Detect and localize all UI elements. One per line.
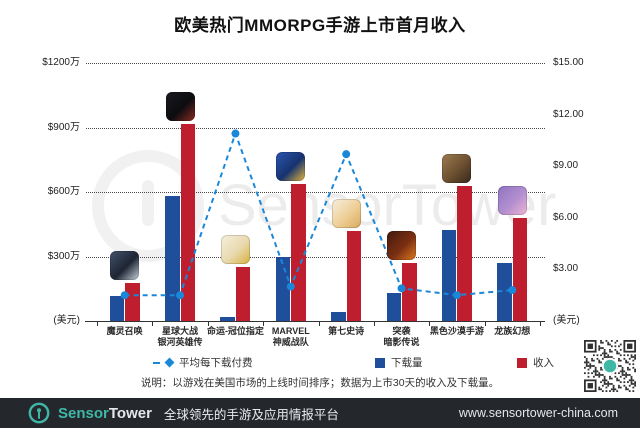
left-axis-tick: $1200万: [42, 57, 80, 68]
x-axis-tick: [540, 322, 541, 326]
gridline: [86, 192, 545, 193]
gridline: [86, 256, 545, 258]
category-label: 命运-冠位指定: [206, 326, 264, 336]
dragon-raja-icon: [497, 185, 527, 215]
category-label: 第七史诗: [328, 326, 365, 336]
arpd-point: [397, 284, 406, 293]
download-bar: [275, 256, 291, 321]
arpd-point: [452, 291, 461, 300]
arpd-point: [508, 286, 517, 295]
revenue-bar: [125, 283, 140, 321]
x-axis-tick: [484, 322, 486, 326]
footer-url: www.sensortower-china.com: [458, 406, 618, 420]
category-label: MARVEL 神威战队: [271, 326, 310, 347]
gridline: [86, 63, 545, 64]
left-axis-tick: $900万: [47, 121, 80, 133]
x-axis-tick: [207, 322, 209, 326]
arpd-point: [231, 129, 240, 138]
category-label: 黑色沙漠手游: [429, 326, 484, 336]
x-axis-tick: [429, 322, 431, 326]
x-axis-tick: [97, 322, 98, 326]
revenue-bar: [457, 185, 472, 321]
chart-title: 欧美热门MMORPG手游上市首月收入: [174, 16, 466, 35]
chart-note: 说明：以游戏在美国市场的上线时间排序；数据为上市30天的收入及下载量。: [140, 377, 500, 389]
fate-grand-order-icon: [220, 235, 250, 265]
revenue-bar: [180, 124, 196, 321]
diamond-marker-icon: [164, 357, 175, 368]
gridline: [86, 127, 545, 129]
brand-wordmark: SensorTower: [58, 404, 152, 422]
footer-bar: SensorTower 全球领先的手游及应用情报平台 www.sensortow…: [0, 398, 640, 428]
category-label: 星球大战 银河英雄传: [157, 326, 203, 347]
x-axis-tick: [318, 322, 320, 326]
revenue-bar: [512, 217, 528, 321]
arpd-line: [124, 130, 513, 297]
right-axis-tick: $3.00: [553, 263, 579, 275]
legend-label-downloads: 下载量: [391, 357, 423, 369]
x-axis-tick: [373, 322, 375, 326]
epic-seven-icon: [331, 198, 361, 228]
download-bar: [386, 293, 402, 321]
download-bar: [165, 196, 180, 321]
right-axis-tick: $12.00: [553, 108, 584, 120]
raid-shadow-legends-icon: [387, 230, 417, 260]
revenue-bar: [346, 230, 362, 321]
x-axis-tick: [263, 322, 265, 326]
revenue-bar: [291, 184, 306, 321]
legend-label-arpd: 平均每下载付费: [179, 357, 253, 369]
right-axis-tick: $6.00: [553, 211, 579, 223]
category-label: 龙族幻想: [494, 326, 531, 336]
right-axis-tick: $15.00: [553, 57, 584, 68]
dashed-line-swatch-icon: [153, 361, 160, 364]
footer-tagline: 全球领先的手游及应用情报平台: [163, 407, 339, 422]
left-axis-unit: (美元): [53, 315, 80, 326]
qr-code: [584, 340, 636, 392]
x-axis-tick: [152, 322, 154, 326]
download-bar: [441, 229, 457, 321]
legend-item-arpd: 平均每下载付费: [153, 355, 253, 370]
left-axis-tick: $300万: [47, 250, 80, 262]
legend-label-revenue: 收入: [533, 357, 554, 369]
download-bar: [109, 296, 125, 321]
legend-item-downloads: 下载量: [375, 355, 423, 370]
legend-item-revenue: 收入: [517, 355, 554, 370]
right-axis-unit: (美元): [553, 315, 580, 326]
left-axis-tick: $600万: [47, 186, 80, 197]
marvel-strike-force-icon: [276, 152, 306, 182]
category-label: 突袭 暗影传说: [383, 326, 420, 347]
revenue-bar: [235, 267, 251, 321]
black-desert-mobile-icon: [442, 153, 472, 183]
sensortower-logo-icon: [28, 402, 50, 424]
summoners-war-icon: [110, 251, 140, 281]
category-label: 魔灵召唤: [106, 326, 143, 336]
arpd-point: [286, 282, 295, 291]
download-bar: [220, 316, 235, 321]
downloads-swatch-icon: [375, 357, 385, 368]
revenue-swatch-icon: [517, 357, 527, 368]
arpd-point: [342, 150, 351, 159]
x-axis-line: [85, 321, 545, 322]
arpd-point: [176, 291, 185, 300]
star-wars-galaxy-of-heroes-icon: [165, 92, 195, 122]
download-bar: [331, 312, 346, 321]
right-axis-tick: $9.00: [553, 160, 579, 172]
arpd-point: [120, 291, 129, 300]
revenue-bar: [402, 262, 417, 321]
download-bar: [497, 262, 512, 321]
